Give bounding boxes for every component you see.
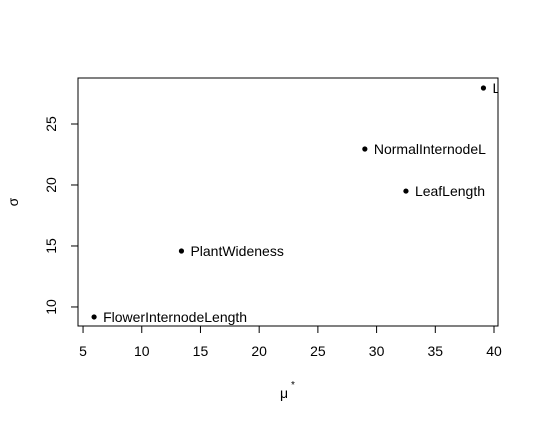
x-tick-label: 10 (134, 343, 150, 359)
point (91, 314, 97, 320)
plot-frame (77, 77, 499, 327)
point (480, 85, 487, 91)
point-label: LeafLength (415, 183, 485, 199)
point-label: NormalInternodeL (374, 141, 486, 157)
x-tick-label: 35 (428, 343, 444, 359)
point (403, 188, 409, 194)
x-tick-label: 5 (79, 343, 87, 359)
x-axis-label: μ (280, 385, 288, 401)
point (178, 248, 185, 254)
point-label: PlantWideness (190, 243, 283, 259)
point-label: L (492, 80, 500, 96)
x-tick-label: 20 (251, 343, 267, 359)
y-tick-label: 10 (43, 299, 59, 315)
x-tick-label: 15 (193, 343, 209, 359)
x-tick-label: 25 (310, 343, 326, 359)
x-tick-label: 30 (369, 343, 385, 359)
point (362, 146, 368, 152)
y-tick-label: 20 (43, 177, 59, 193)
x-tick-label: 40 (486, 343, 502, 359)
point-label: FlowerInternodeLength (103, 309, 247, 325)
plot-area: FlowerInternodeLength PlantWideness Normal… (103, 80, 500, 325)
y-axis-label: σ (5, 197, 21, 206)
y-tick-label: 25 (43, 116, 59, 132)
x-axis-label-superscript: * (291, 380, 295, 391)
y-tick-label: 15 (43, 238, 59, 254)
